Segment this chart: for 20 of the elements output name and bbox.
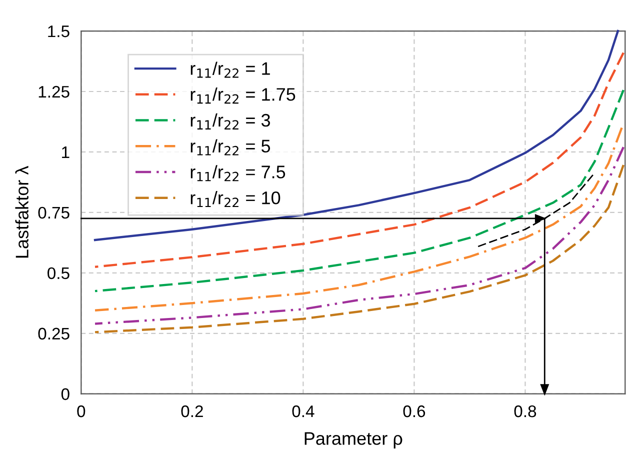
x-tick-label: 0 [77,405,86,418]
legend-label: r$_{11}$/r$_{22}$ = 5 [190,139,270,156]
legend-label: r$_{11}$/r$_{22}$ = 10 [190,190,280,208]
y-tick-label: 1 [62,146,70,158]
x-axis-title: Parameter ρ [304,432,402,448]
y-tick-label: 1.5 [48,26,70,38]
x-tick-label: 0.6 [403,405,426,418]
legend-label: r$_{11}$/r$_{22}$ = 1.75 [190,88,296,104]
legend-label: r$_{11}$/r$_{22}$ = 7.5 [190,165,286,182]
y-tick-label: 0.75 [38,206,70,219]
x-tick-label: 0.8 [514,405,536,418]
y-tick-label: 0.5 [48,267,70,280]
y-tick-label: 1.25 [38,86,70,98]
x-tick-label: 0.4 [292,405,314,418]
y-axis-title: Lastfaktor λ [15,166,28,258]
y-tick-label: 0.25 [38,328,70,340]
x-tick-label: 0.2 [181,405,203,418]
y-tick-label: 0 [61,388,70,400]
legend-label: r$_{11}$/r$_{22}$ = 1 [190,62,270,78]
legend-label: r$_{11}$/r$_{22}$ = 3 [190,113,270,130]
